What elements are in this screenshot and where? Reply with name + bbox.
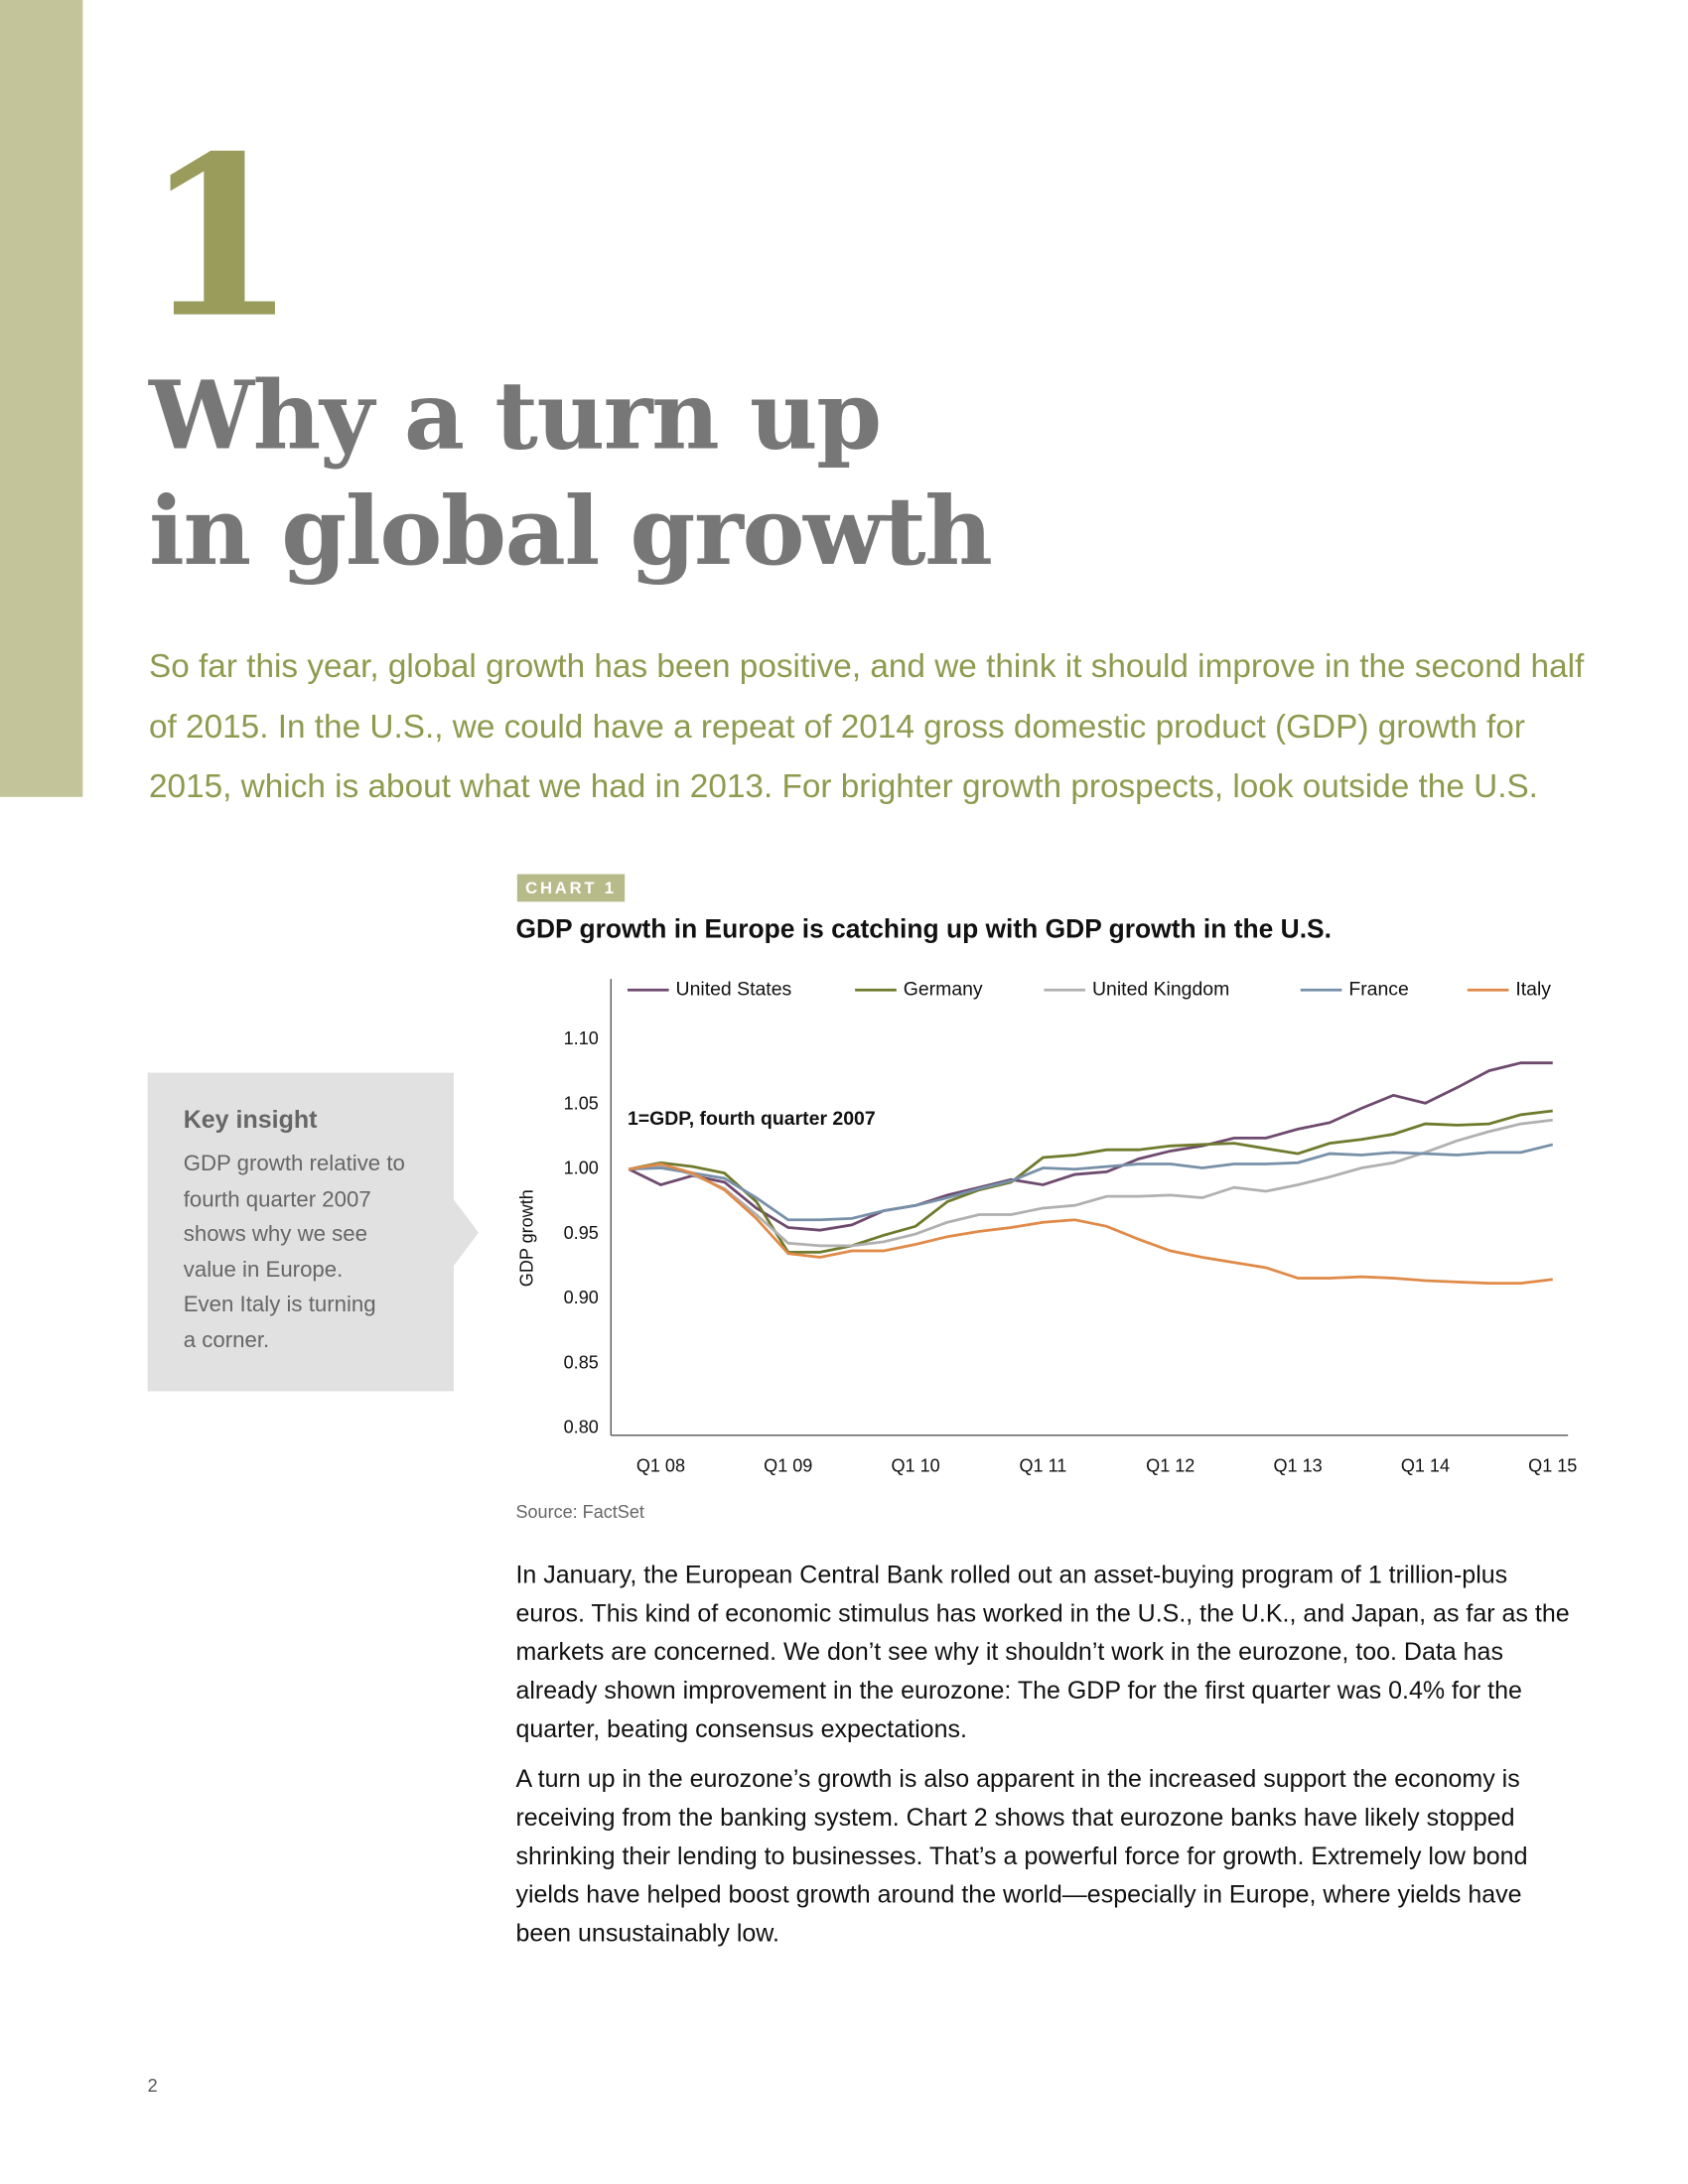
key-insight-line: a corner. xyxy=(183,1328,270,1352)
legend-label: United Kingdom xyxy=(1092,978,1229,1000)
series-line xyxy=(629,1109,1553,1254)
key-insight-line: shows why we see xyxy=(183,1222,367,1247)
body-paragraph: A turn up in the eurozone’s growth is al… xyxy=(515,1764,1528,1948)
key-insight-box xyxy=(147,1072,454,1392)
x-tick-label: Q1 12 xyxy=(1146,1456,1195,1476)
section-number: 1 xyxy=(143,107,298,367)
y-tick-label: 0.90 xyxy=(564,1288,599,1307)
y-tick-label: 0.85 xyxy=(564,1352,599,1372)
x-tick-label: Q1 13 xyxy=(1273,1456,1322,1476)
chart-label: CHART 1 xyxy=(516,874,626,902)
series-line xyxy=(629,1143,1554,1222)
y-tick-label: 0.80 xyxy=(564,1418,599,1437)
legend-label: Germany xyxy=(904,978,983,1000)
key-insight-line: value in Europe. xyxy=(183,1258,344,1282)
series-line xyxy=(629,1162,1553,1286)
x-tick-label: Q1 10 xyxy=(891,1456,939,1476)
x-tick-label: Q1 08 xyxy=(636,1456,685,1476)
x-tick-label: Q1 15 xyxy=(1528,1456,1577,1476)
series-line xyxy=(628,1061,1553,1232)
key-insight-line: Even Italy is turning xyxy=(183,1293,376,1317)
x-tick-label: Q1 09 xyxy=(764,1456,812,1476)
title-line: in global growth xyxy=(149,477,993,588)
legend-label: United States xyxy=(676,978,792,1000)
key-insight-heading: Key insight xyxy=(183,1105,318,1134)
y-axis-label: GDP growth xyxy=(517,1189,537,1287)
y-tick-label: 1.05 xyxy=(564,1093,599,1113)
y-tick-label: 1.10 xyxy=(564,1028,599,1048)
chart-title: GDP growth in Europe is catching up with… xyxy=(515,915,1332,945)
side-bar xyxy=(0,0,83,797)
x-tick-label: Q1 11 xyxy=(1020,1456,1067,1476)
title-line: Why a turn up xyxy=(149,360,882,473)
chart-annotation: 1=GDP, fourth quarter 2007 xyxy=(628,1108,876,1130)
legend-label: Italy xyxy=(1515,978,1551,1000)
legend-label: France xyxy=(1348,978,1409,1000)
body-paragraph: In January, the European Central Bank ro… xyxy=(515,1561,1570,1743)
key-insight-line: fourth quarter 2007 xyxy=(183,1187,371,1212)
y-tick-label: 0.95 xyxy=(564,1223,599,1243)
lede: So far this year, global growth has been… xyxy=(149,647,1585,806)
key-insight-line: GDP growth relative to xyxy=(183,1153,405,1176)
chart-source: Source: FactSet xyxy=(515,1501,644,1523)
key-insight-arrow xyxy=(453,1199,479,1267)
page-number: 2 xyxy=(147,2075,158,2097)
series-line xyxy=(629,1118,1553,1248)
x-tick-label: Q1 14 xyxy=(1401,1456,1450,1476)
y-tick-label: 1.00 xyxy=(564,1159,599,1178)
